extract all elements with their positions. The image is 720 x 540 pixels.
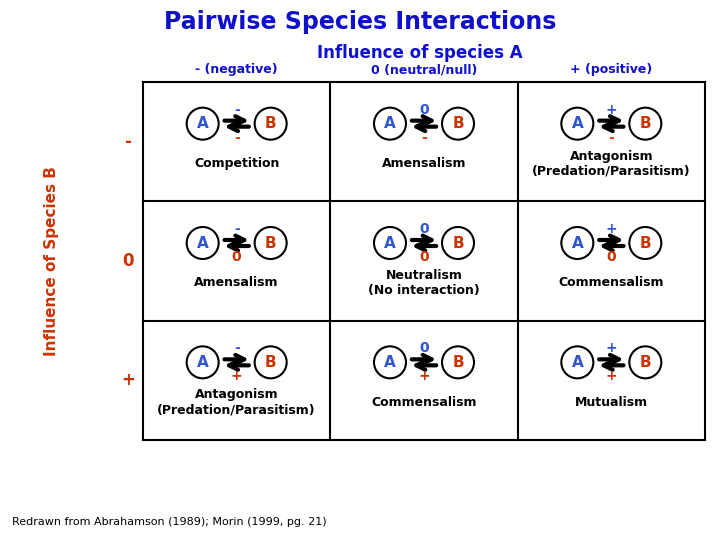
Circle shape bbox=[186, 227, 219, 259]
Text: B: B bbox=[452, 235, 464, 251]
Text: -: - bbox=[234, 131, 240, 145]
Text: -: - bbox=[234, 341, 240, 355]
Text: B: B bbox=[452, 116, 464, 131]
Text: A: A bbox=[572, 355, 583, 370]
Text: B: B bbox=[639, 116, 651, 131]
Text: 0: 0 bbox=[419, 250, 429, 264]
Text: +: + bbox=[231, 369, 243, 383]
Text: - (negative): - (negative) bbox=[195, 64, 278, 77]
Circle shape bbox=[442, 346, 474, 379]
Text: Antagonism
(Predation/Parasitism): Antagonism (Predation/Parasitism) bbox=[158, 388, 316, 416]
Text: Mutualism: Mutualism bbox=[575, 396, 648, 409]
Circle shape bbox=[562, 346, 593, 379]
Text: Influence of species A: Influence of species A bbox=[318, 44, 523, 62]
Circle shape bbox=[629, 346, 662, 379]
Circle shape bbox=[374, 227, 406, 259]
Text: +: + bbox=[121, 372, 135, 389]
Text: -: - bbox=[608, 131, 614, 145]
Circle shape bbox=[562, 107, 593, 140]
Circle shape bbox=[374, 107, 406, 140]
Text: A: A bbox=[384, 116, 396, 131]
Circle shape bbox=[186, 107, 219, 140]
Circle shape bbox=[629, 227, 662, 259]
Text: +: + bbox=[418, 369, 430, 383]
Text: A: A bbox=[384, 355, 396, 370]
Circle shape bbox=[629, 107, 662, 140]
Text: B: B bbox=[265, 235, 276, 251]
Text: A: A bbox=[197, 355, 209, 370]
Circle shape bbox=[442, 227, 474, 259]
Text: B: B bbox=[265, 355, 276, 370]
Text: 0: 0 bbox=[122, 252, 134, 270]
Text: Antagonism
(Predation/Parasitism): Antagonism (Predation/Parasitism) bbox=[532, 150, 690, 178]
Text: Amensalism: Amensalism bbox=[194, 276, 279, 289]
Circle shape bbox=[255, 346, 287, 379]
Text: -: - bbox=[234, 222, 240, 236]
Text: Redrawn from Abrahamson (1989); Morin (1999, pg. 21): Redrawn from Abrahamson (1989); Morin (1… bbox=[12, 517, 327, 527]
Text: + (positive): + (positive) bbox=[570, 64, 652, 77]
Text: 0 (neutral/null): 0 (neutral/null) bbox=[371, 64, 477, 77]
Text: +: + bbox=[606, 222, 617, 236]
Text: Amensalism: Amensalism bbox=[382, 157, 467, 170]
Text: -: - bbox=[421, 131, 427, 145]
Text: +: + bbox=[606, 103, 617, 117]
Text: Pairwise Species Interactions: Pairwise Species Interactions bbox=[164, 10, 556, 34]
Text: Neutralism
(No interaction): Neutralism (No interaction) bbox=[368, 269, 480, 297]
Text: +: + bbox=[606, 341, 617, 355]
Circle shape bbox=[442, 107, 474, 140]
Text: Competition: Competition bbox=[194, 157, 279, 170]
Text: A: A bbox=[572, 235, 583, 251]
Text: A: A bbox=[572, 116, 583, 131]
Text: Commensalism: Commensalism bbox=[559, 276, 664, 289]
Circle shape bbox=[186, 346, 219, 379]
Text: -: - bbox=[125, 133, 132, 151]
Circle shape bbox=[562, 227, 593, 259]
Text: B: B bbox=[452, 355, 464, 370]
Text: Influence of Species B: Influence of Species B bbox=[45, 166, 60, 356]
Text: 0: 0 bbox=[232, 250, 241, 264]
Text: B: B bbox=[265, 116, 276, 131]
Text: A: A bbox=[197, 116, 209, 131]
Text: -: - bbox=[234, 103, 240, 117]
Text: B: B bbox=[639, 235, 651, 251]
Text: 0: 0 bbox=[419, 341, 429, 355]
Text: B: B bbox=[639, 355, 651, 370]
Circle shape bbox=[374, 346, 406, 379]
Circle shape bbox=[255, 107, 287, 140]
Text: 0: 0 bbox=[419, 103, 429, 117]
Text: Commensalism: Commensalism bbox=[372, 396, 477, 409]
Text: +: + bbox=[606, 369, 617, 383]
Circle shape bbox=[255, 227, 287, 259]
Text: 0: 0 bbox=[606, 250, 616, 264]
Text: A: A bbox=[384, 235, 396, 251]
Text: 0: 0 bbox=[419, 222, 429, 236]
Text: A: A bbox=[197, 235, 209, 251]
